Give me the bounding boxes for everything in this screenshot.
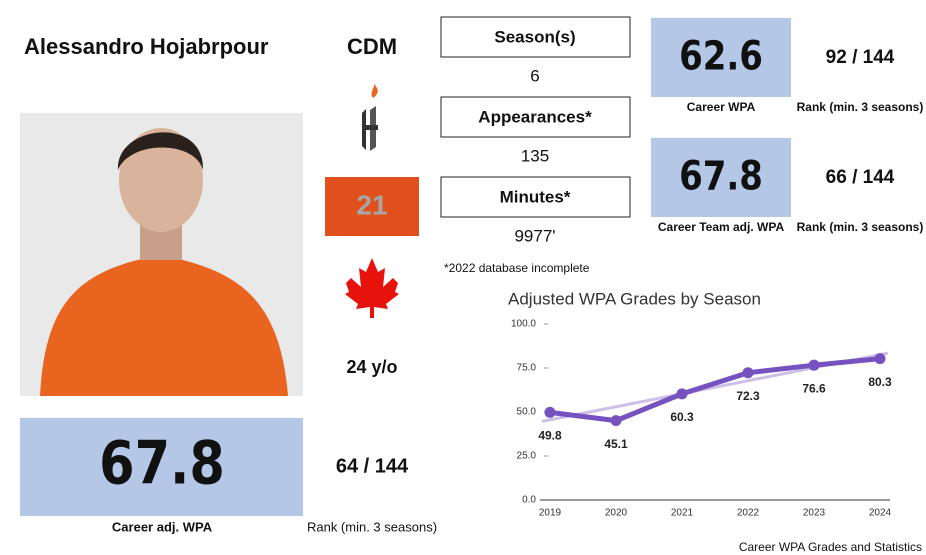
x-tick-label: 2022 bbox=[737, 508, 760, 519]
stat-header-box bbox=[440, 176, 631, 218]
line-chart: 0.0 25.0 50.0 75.0 100.0 2019 2020 2021 2022 2023… bbox=[511, 319, 892, 519]
data-label: 76.6 bbox=[802, 381, 826, 395]
rank-label: Rank (min. 3 seasons) bbox=[797, 100, 924, 114]
rank-label: Rank (min. 3 seasons) bbox=[797, 220, 924, 234]
player-number: 21 bbox=[356, 189, 387, 220]
stat-value: 6 bbox=[530, 66, 539, 85]
stat-header-box bbox=[440, 96, 631, 138]
stat-box bbox=[651, 18, 791, 97]
y-tick-label: 75.0 bbox=[517, 363, 537, 374]
player-age: 24 y/o bbox=[346, 357, 397, 377]
player-name: Alessandro Hojabrpour bbox=[24, 34, 269, 59]
data-point bbox=[874, 353, 886, 365]
footnote: *2022 database incomplete bbox=[444, 261, 590, 275]
stat-box bbox=[651, 138, 791, 217]
rank-value: 92 / 144 bbox=[826, 47, 895, 68]
x-tick-label: 2023 bbox=[803, 508, 826, 519]
data-point bbox=[742, 367, 754, 379]
stat-value: 62.6 bbox=[679, 33, 763, 79]
club-logo bbox=[362, 84, 378, 151]
chart-title: Adjusted WPA Grades by Season bbox=[508, 289, 761, 308]
stat-value: 67.8 bbox=[99, 428, 225, 498]
data-label: 60.3 bbox=[670, 410, 694, 424]
y-tick-label: 25.0 bbox=[517, 451, 537, 462]
number-box bbox=[325, 177, 419, 236]
rank-value: 66 / 144 bbox=[826, 167, 895, 188]
y-tick-label: 100.0 bbox=[511, 319, 536, 330]
footer: Career WPA Grades and Statistics bbox=[739, 540, 922, 554]
x-tick-label: 2020 bbox=[605, 508, 628, 519]
nationality-flag bbox=[345, 258, 399, 318]
x-tick-label: 2024 bbox=[869, 508, 892, 519]
stat-value: 135 bbox=[521, 146, 549, 165]
stat-header: Season(s) bbox=[494, 27, 575, 46]
stat-value: 67.8 bbox=[679, 153, 763, 199]
series-line bbox=[549, 356, 881, 424]
x-tick-label: 2021 bbox=[671, 508, 694, 519]
stat-box bbox=[20, 418, 303, 516]
data-point bbox=[808, 359, 820, 371]
player-position: CDM bbox=[347, 34, 397, 59]
rank-value: 64 / 144 bbox=[336, 455, 409, 477]
player-photo bbox=[20, 113, 303, 396]
data-label: 80.3 bbox=[868, 375, 892, 389]
data-point bbox=[676, 388, 688, 400]
data-point bbox=[610, 415, 622, 427]
stat-header: Appearances* bbox=[478, 107, 592, 126]
stat-label: Career WPA bbox=[687, 100, 756, 114]
x-tick-label: 2019 bbox=[539, 508, 562, 519]
data-label: 49.8 bbox=[538, 429, 562, 443]
data-point bbox=[544, 406, 556, 418]
stat-label: Career Team adj. WPA bbox=[658, 220, 785, 234]
data-label: 72.3 bbox=[736, 389, 760, 403]
stat-value: 9977' bbox=[514, 226, 555, 245]
stat-header: Minutes* bbox=[500, 187, 571, 206]
y-tick-label: 0.0 bbox=[522, 495, 536, 506]
data-label: 45.1 bbox=[604, 437, 628, 451]
rank-label: Rank (min. 3 seasons) bbox=[307, 519, 437, 534]
stat-header-box bbox=[440, 16, 631, 58]
y-tick-label: 50.0 bbox=[517, 407, 537, 418]
stat-label: Career adj. WPA bbox=[112, 519, 213, 534]
